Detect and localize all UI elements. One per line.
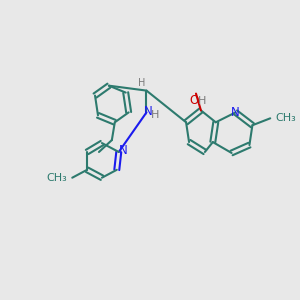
Text: H: H [198, 95, 206, 106]
Text: H: H [138, 78, 145, 88]
Text: O: O [189, 94, 199, 107]
Text: CH₃: CH₃ [275, 113, 296, 123]
Text: CH₃: CH₃ [46, 173, 67, 183]
Text: N: N [119, 143, 128, 157]
Text: N: N [231, 106, 240, 119]
Text: H: H [151, 110, 160, 120]
Text: N: N [144, 105, 153, 118]
